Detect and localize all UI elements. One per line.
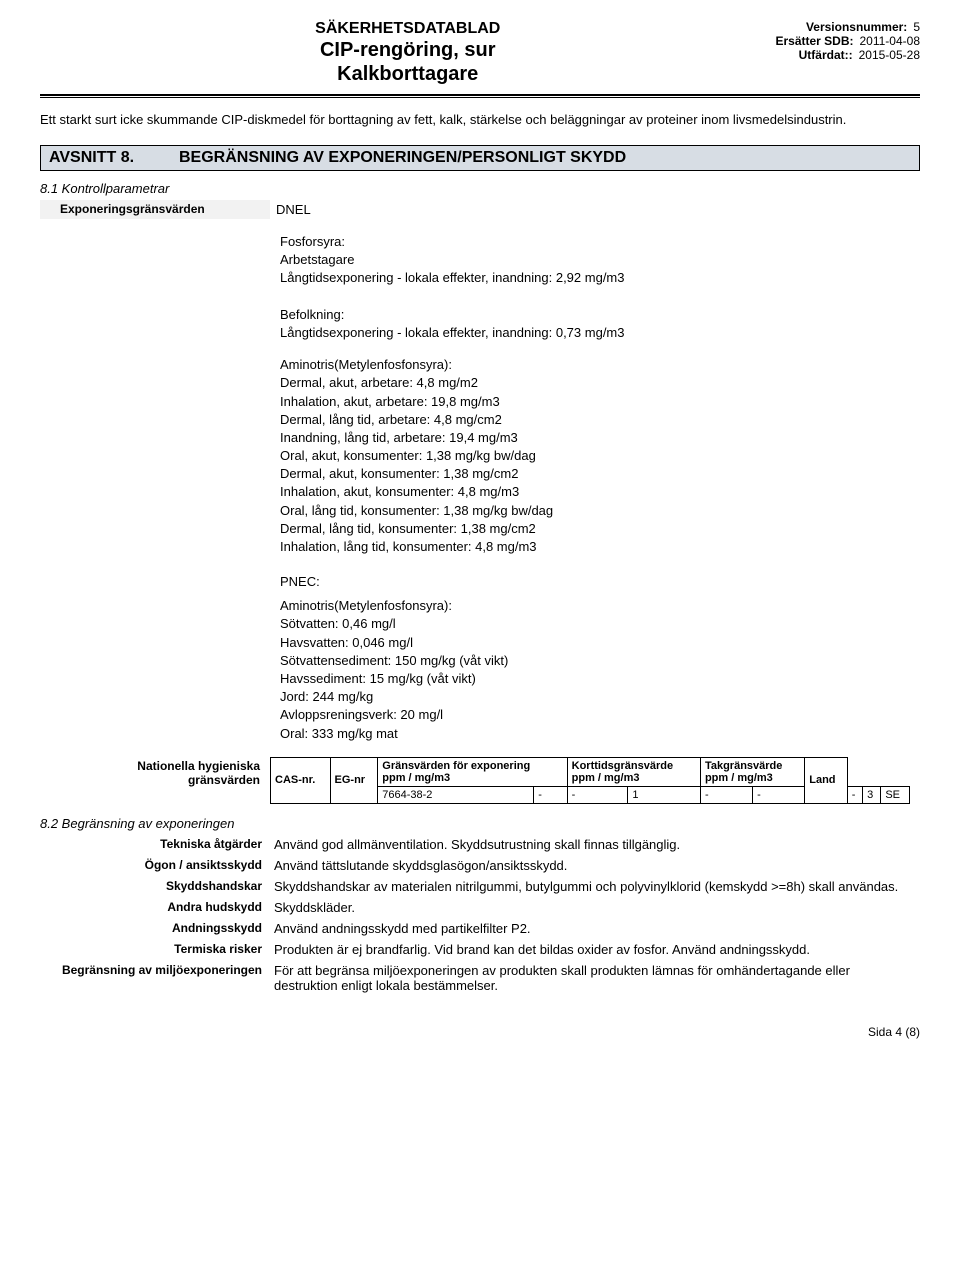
fosforsyra-head: Fosforsyra: <box>280 233 920 251</box>
nat-label-l1: Nationella hygieniska <box>60 759 260 773</box>
pnec-line: Oral: 333 mg/kg mat <box>280 725 920 743</box>
document-header: SÄKERHETSDATABLAD CIP-rengöring, sur Kal… <box>40 20 920 86</box>
version-value: 5 <box>913 20 920 34</box>
exposure-control-value: Skyddskläder. <box>270 898 920 917</box>
pnec-line: Avloppsreningsverk: 20 mg/l <box>280 706 920 724</box>
th-exp-unit: ppm / mg/m3 <box>382 772 562 784</box>
header-title-line1: CIP-rengöring, sur <box>40 38 775 62</box>
exposure-control-label: Begränsning av miljöexponeringen <box>40 961 270 995</box>
dnel-aminotris-line: Dermal, lång tid, arbetare: 4,8 mg/cm2 <box>280 411 920 429</box>
exposure-control-label: Skyddshandskar <box>40 877 270 896</box>
nat-label-l2: gränsvärden <box>60 773 260 787</box>
exposure-limits-row: Exponeringsgränsvärden DNEL <box>40 200 920 219</box>
td-exp-mg: 1 <box>628 786 701 803</box>
pnec-line: Sötvattensediment: 150 mg/kg (våt vikt) <box>280 652 920 670</box>
header-title-line2: Kalkborttagare <box>40 62 775 86</box>
exposure-control-row: Andra hudskyddSkyddskläder. <box>40 898 920 917</box>
exposure-control-row: AndningsskyddAnvänd andningsskydd med pa… <box>40 919 920 938</box>
header-divider <box>40 94 920 98</box>
exposure-control-row: Begränsning av miljöexponeringenFör att … <box>40 961 920 995</box>
pnec-line: Sötvatten: 0,46 mg/l <box>280 615 920 633</box>
th-ceil-unit: ppm / mg/m3 <box>705 772 800 784</box>
pnec-label: PNEC: <box>280 574 920 589</box>
exposure-control-value: För att begränsa miljöexponeringen av pr… <box>270 961 920 995</box>
exposure-control-label: Tekniska åtgärder <box>40 835 270 854</box>
dnel-block-1: Fosforsyra: Arbetstagare Långtidsexponer… <box>280 233 920 342</box>
dnel-worker-line: Långtidsexponering - lokala effekter, in… <box>280 269 920 287</box>
exposure-limits-value: DNEL <box>270 200 920 219</box>
th-land: Land <box>805 757 848 803</box>
exposure-control-label: Andningsskydd <box>40 919 270 938</box>
national-limits-row: Nationella hygieniska gränsvärden CAS-nr… <box>40 757 920 804</box>
td-exp-ppm: - <box>567 786 628 803</box>
section-8-1-head: 8.1 Kontrollparametrar <box>40 181 920 196</box>
dnel-population-line: Långtidsexponering - lokala effekter, in… <box>280 324 920 342</box>
exposure-control-value: Använd god allmänventilation. Skyddsutru… <box>270 835 920 854</box>
th-cas: CAS-nr. <box>271 757 331 803</box>
header-title-block: SÄKERHETSDATABLAD CIP-rengöring, sur Kal… <box>40 20 775 86</box>
dnel-aminotris-line: Dermal, lång tid, konsumenter: 1,38 mg/c… <box>280 520 920 538</box>
th-short: Korttidsgränsvärde ppm / mg/m3 <box>567 757 700 786</box>
pnec-block: Aminotris(Metylenfosfonsyra): Sötvatten:… <box>280 597 920 743</box>
exposure-control-value: Produkten är ej brandfarlig. Vid brand k… <box>270 940 920 959</box>
dnel-aminotris-line: Inhalation, akut, arbetare: 19,8 mg/m3 <box>280 393 920 411</box>
exposure-control-row: Ögon / ansiktsskyddAnvänd tättslutande s… <box>40 856 920 875</box>
intro-text: Ett starkt surt icke skummande CIP-diskm… <box>40 112 920 127</box>
td-short-mg: - <box>753 786 805 803</box>
th-short-top: Korttidsgränsvärde <box>572 760 696 772</box>
section-8-number: AVSNITT 8. <box>49 149 149 167</box>
section-8-title: BEGRÄNSNING AV EXPONERINGEN/PERSONLIGT S… <box>179 149 626 167</box>
page-footer: Sida 4 (8) <box>40 1025 920 1039</box>
replaces-label: Ersätter SDB: <box>775 34 853 48</box>
th-exp-top: Gränsvärden för exponering <box>382 760 562 772</box>
th-exp: Gränsvärden för exponering ppm / mg/m3 <box>378 757 567 786</box>
exposure-control-value: Skyddshandskar av materialen nitrilgummi… <box>270 877 920 896</box>
dnel-aminotris-line: Dermal, akut, konsumenter: 1,38 mg/cm2 <box>280 465 920 483</box>
exposure-control-row: Termiska riskerProdukten är ej brandfarl… <box>40 940 920 959</box>
header-meta: Versionsnummer: 5 Ersätter SDB: 2011-04-08… <box>775 20 920 62</box>
td-land: SE <box>881 786 910 803</box>
th-short-unit: ppm / mg/m3 <box>572 772 696 784</box>
dnel-aminotris-line: Dermal, akut, arbetare: 4,8 mg/m2 <box>280 374 920 392</box>
dnel-aminotris-line: Oral, lång tid, konsumenter: 1,38 mg/kg … <box>280 502 920 520</box>
exposure-control-row: Tekniska åtgärderAnvänd god allmänventil… <box>40 835 920 854</box>
pnec-line: Havsvatten: 0,046 mg/l <box>280 634 920 652</box>
exposure-control-label: Andra hudskydd <box>40 898 270 917</box>
td-ceil-ppm: - <box>847 786 862 803</box>
exposure-limits-label: Exponeringsgränsvärden <box>40 200 270 219</box>
pnec-aminotris-head: Aminotris(Metylenfosfonsyra): <box>280 597 920 615</box>
dnel-aminotris-line: Inandning, lång tid, arbetare: 19,4 mg/m… <box>280 429 920 447</box>
td-eg: - <box>534 786 567 803</box>
national-limits-label: Nationella hygieniska gränsvärden <box>40 757 270 789</box>
header-super: SÄKERHETSDATABLAD <box>40 20 775 38</box>
dnel-block-2: Aminotris(Metylenfosfonsyra): Dermal, ak… <box>280 356 920 556</box>
limits-table: CAS-nr. EG-nr Gränsvärden för exponering… <box>270 757 910 804</box>
pnec-line: Jord: 244 mg/kg <box>280 688 920 706</box>
td-ceil-mg: 3 <box>863 786 881 803</box>
dnel-aminotris-line: Inhalation, lång tid, konsumenter: 4,8 m… <box>280 538 920 556</box>
pnec-line: Havssediment: 15 mg/kg (våt vikt) <box>280 670 920 688</box>
exposure-control-label: Termiska risker <box>40 940 270 959</box>
td-short-ppm: - <box>700 786 752 803</box>
replaces-value: 2011-04-08 <box>860 34 921 48</box>
th-eg: EG-nr <box>330 757 378 803</box>
th-ceil: Takgränsvärde ppm / mg/m3 <box>700 757 804 786</box>
section-8-2-head: 8.2 Begränsning av exponeringen <box>40 816 920 831</box>
exposure-control-row: SkyddshandskarSkyddshandskar av material… <box>40 877 920 896</box>
version-label: Versionsnummer: <box>806 20 907 34</box>
exposure-control-label: Ögon / ansiktsskydd <box>40 856 270 875</box>
befolkning-head: Befolkning: <box>280 306 920 324</box>
section-8-bar: AVSNITT 8. BEGRÄNSNING AV EXPONERINGEN/P… <box>40 145 920 171</box>
aminotris-head: Aminotris(Metylenfosfonsyra): <box>280 356 920 374</box>
dnel-aminotris-line: Inhalation, akut, konsumenter: 4,8 mg/m3 <box>280 483 920 501</box>
th-ceil-top: Takgränsvärde <box>705 760 800 772</box>
exposure-control-value: Använd andningsskydd med partikelfilter … <box>270 919 920 938</box>
exposure-control-value: Använd tättslutande skyddsglasögon/ansik… <box>270 856 920 875</box>
issued-label: Utfärdat:: <box>799 48 853 62</box>
issued-value: 2015-05-28 <box>859 48 920 62</box>
arbetstagare-head: Arbetstagare <box>280 251 920 269</box>
td-cas: 7664-38-2 <box>378 786 534 803</box>
dnel-aminotris-line: Oral, akut, konsumenter: 1,38 mg/kg bw/d… <box>280 447 920 465</box>
national-limits-table-cell: CAS-nr. EG-nr Gränsvärden för exponering… <box>270 757 920 804</box>
